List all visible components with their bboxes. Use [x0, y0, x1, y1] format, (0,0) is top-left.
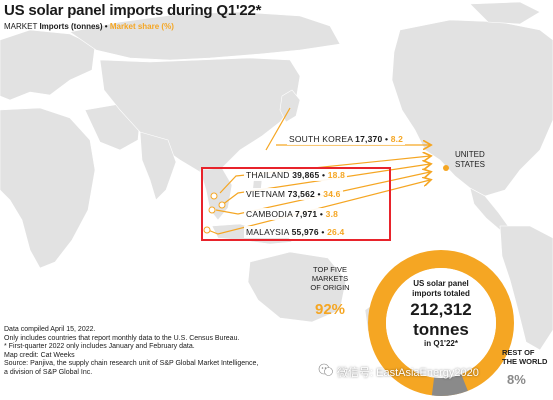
- market-separator: •: [321, 170, 326, 180]
- market-name: MALAYSIA: [246, 227, 290, 237]
- landmass-asia: [99, 57, 301, 173]
- rest-of-world-line-2: THE WORLD: [502, 357, 548, 366]
- market-share: 26.4: [327, 227, 345, 237]
- footnote-line: Source: Panjiva, the supply chain resear…: [4, 360, 259, 368]
- legend-imports: Imports (tonnes): [39, 22, 103, 31]
- landmass-europe: [0, 29, 96, 101]
- landmass-africa: [0, 107, 96, 269]
- total-period: in Q1'22*: [424, 339, 458, 348]
- share-donut: [368, 250, 514, 396]
- watermark-text: 微信号: EastAsiaEnergy2020: [337, 367, 479, 379]
- market-imports: 7,971: [295, 209, 318, 219]
- legend-separator: •: [104, 22, 108, 31]
- landmass-russia: [69, 11, 341, 61]
- rest-of-world-percent: 8%: [507, 372, 526, 387]
- arrow-south-korea: [265, 107, 430, 150]
- destination-line-2: STATES: [455, 160, 485, 169]
- market-share: 34.6: [323, 189, 341, 199]
- market-label-malaysia: MALAYSIA 55,976 • 26.4: [244, 226, 347, 238]
- total-value: 212,312: [410, 300, 472, 319]
- total-imports-callout: US solar panel imports totaled 212,312 t…: [382, 279, 500, 349]
- arrow-vietnam: [221, 164, 430, 206]
- top-five-percent: 92%: [314, 301, 346, 318]
- market-imports: 55,976: [291, 227, 319, 237]
- rest-of-world-line-1: REST OF: [502, 348, 535, 357]
- market-imports: 17,370: [355, 134, 383, 144]
- destination-line-1: UNITED: [455, 150, 485, 159]
- top-five-label: TOP FIVE MARKETS OF ORIGIN: [300, 265, 360, 292]
- origin-dot-vietnam: [218, 201, 226, 209]
- origin-dot-thailand: [210, 192, 218, 200]
- market-label-thailand: THAILAND 39,865 • 18.8: [244, 169, 348, 181]
- arrow-malaysia: [207, 180, 430, 235]
- market-share: 18.8: [327, 170, 346, 180]
- destination-label-us: UNITED STATES: [455, 150, 485, 170]
- southeast-asia-highlight-box: [201, 167, 391, 241]
- top-five-line-2: MARKETS: [311, 274, 349, 283]
- market-imports: 73,562: [287, 189, 315, 199]
- origin-dot-cambodia: [208, 206, 216, 214]
- landmass-greenland: [469, 1, 541, 25]
- market-name: CAMBODIA: [246, 209, 293, 219]
- landmass-south-america: [499, 225, 553, 351]
- origin-dot-malaysia: [203, 226, 211, 234]
- market-name: THAILAND: [246, 170, 290, 180]
- legend-subtitle: MARKET Imports (tonnes) • Market share (…: [4, 22, 174, 31]
- rest-of-world-label: REST OF THE WORLD: [502, 348, 553, 366]
- total-unit: tonnes: [413, 320, 469, 339]
- footnote-line: Only includes countries that report mont…: [4, 334, 240, 342]
- total-line-2: imports totaled: [412, 289, 470, 298]
- market-separator: •: [317, 189, 321, 199]
- market-label-cambodia: CAMBODIA 7,971 • 3.8: [244, 208, 341, 220]
- market-share: 3.8: [325, 209, 339, 219]
- footnotes: Data compiled April 15, 2022. Only inclu…: [4, 326, 364, 378]
- market-label-vietnam: VIETNAM 73,562 • 34.6: [244, 188, 343, 200]
- legend-share: Market share (%): [109, 22, 174, 31]
- market-separator: •: [384, 134, 389, 144]
- landmass-australia: [247, 251, 347, 323]
- footnote-line: * First-quarter 2022 only includes Janua…: [4, 343, 195, 351]
- market-share: 8.2: [390, 134, 404, 144]
- top-five-line-3: OF ORIGIN: [310, 283, 350, 292]
- market-name: SOUTH KOREA: [289, 134, 353, 144]
- arrow-thailand: [219, 156, 430, 194]
- market-separator: •: [319, 209, 324, 219]
- landmass-india: [139, 131, 177, 201]
- footnote-line: a division of S&P Global Inc.: [4, 368, 93, 376]
- footnote-line: Data compiled April 15, 2022.: [4, 326, 96, 333]
- donut-center: [386, 268, 496, 378]
- wechat-icon: [318, 363, 333, 376]
- arrow-cambodia: [215, 172, 430, 215]
- destination-dot-us: [443, 165, 449, 171]
- page-title: US solar panel imports during Q1'22*: [4, 2, 262, 19]
- landmass-japan: [279, 89, 301, 123]
- market-label-south-korea: SOUTH KOREA 17,370 • 8.2: [287, 133, 406, 145]
- total-line-1: US solar panel: [413, 279, 469, 288]
- market-separator: •: [321, 227, 325, 237]
- market-imports: 39,865: [292, 170, 320, 180]
- footnote-line: Map credit: Cat Weeks: [4, 351, 75, 359]
- market-name: VIETNAM: [246, 189, 286, 199]
- top-five-line-1: TOP FIVE: [313, 265, 347, 274]
- legend-market: MARKET: [4, 22, 38, 31]
